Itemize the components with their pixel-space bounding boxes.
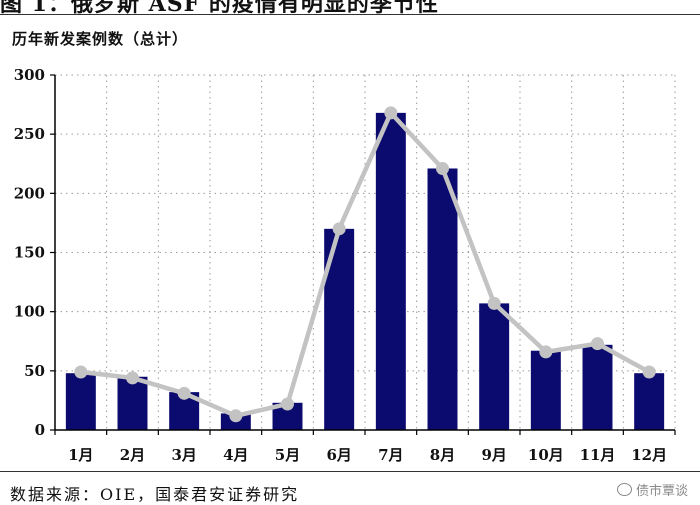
bar: [582, 344, 613, 430]
watermark: 债市覃谈: [616, 480, 688, 499]
chart-area: 0 50 100 150 200 250 300 1月 2月 3月 4月 5月 6月 7月 8月 9月 10月 1…: [14, 66, 676, 464]
wechat-icon: [616, 483, 632, 496]
x-tick-label: 12月: [631, 446, 667, 464]
x-tick-label: 9月: [481, 446, 506, 464]
y-tick-label: 200: [14, 184, 45, 202]
bar: [375, 112, 406, 430]
trend-point: [229, 409, 243, 423]
trend-point: [332, 222, 346, 236]
y-tick-label: 0: [35, 421, 45, 439]
y-tick-label: 150: [14, 244, 45, 262]
trend-point: [642, 365, 656, 379]
y-tick-label: 50: [24, 362, 45, 380]
trend-point: [126, 371, 139, 385]
source-note: 数据来源：OIE，国泰君安证券研究: [10, 485, 300, 504]
x-tick-label: 1月: [68, 446, 93, 464]
x-tick-label: 6月: [326, 446, 351, 464]
bar: [479, 303, 510, 430]
x-tick-label: 3月: [171, 446, 196, 464]
watermark-text: 债市覃谈: [635, 484, 688, 499]
x-tick-label: 7月: [378, 446, 403, 464]
source-rule: [0, 471, 700, 472]
trend-point: [487, 296, 501, 310]
x-tick-label: 10月: [528, 446, 564, 464]
bar: [427, 168, 458, 430]
trend-point: [281, 397, 294, 411]
figure-title: 图 1：俄罗斯 ASF 的疫情有明显的季节性: [0, 0, 439, 17]
title-rule: [0, 14, 700, 15]
x-tick-label: 2月: [120, 446, 145, 464]
y-tick-label: 100: [14, 303, 45, 321]
y-axis-title: 历年新发案例数（总计）: [12, 30, 189, 48]
bar: [65, 373, 96, 430]
trend-point: [539, 345, 553, 359]
x-tick-label: 5月: [275, 446, 300, 464]
trend-point: [177, 386, 191, 400]
trend-point: [591, 337, 604, 351]
trend-point: [74, 365, 88, 379]
trend-point: [384, 106, 398, 120]
x-tick-label: 8月: [430, 446, 455, 464]
y-tick-label: 300: [14, 66, 45, 84]
bar: [634, 373, 665, 430]
x-tick-label: 4月: [223, 446, 248, 464]
trend-line: [78, 110, 652, 419]
bar: [530, 350, 561, 430]
y-tick-label: 250: [14, 125, 45, 143]
trend-point: [436, 161, 449, 175]
bar: [117, 376, 148, 430]
x-tick-label: 11月: [580, 446, 616, 464]
